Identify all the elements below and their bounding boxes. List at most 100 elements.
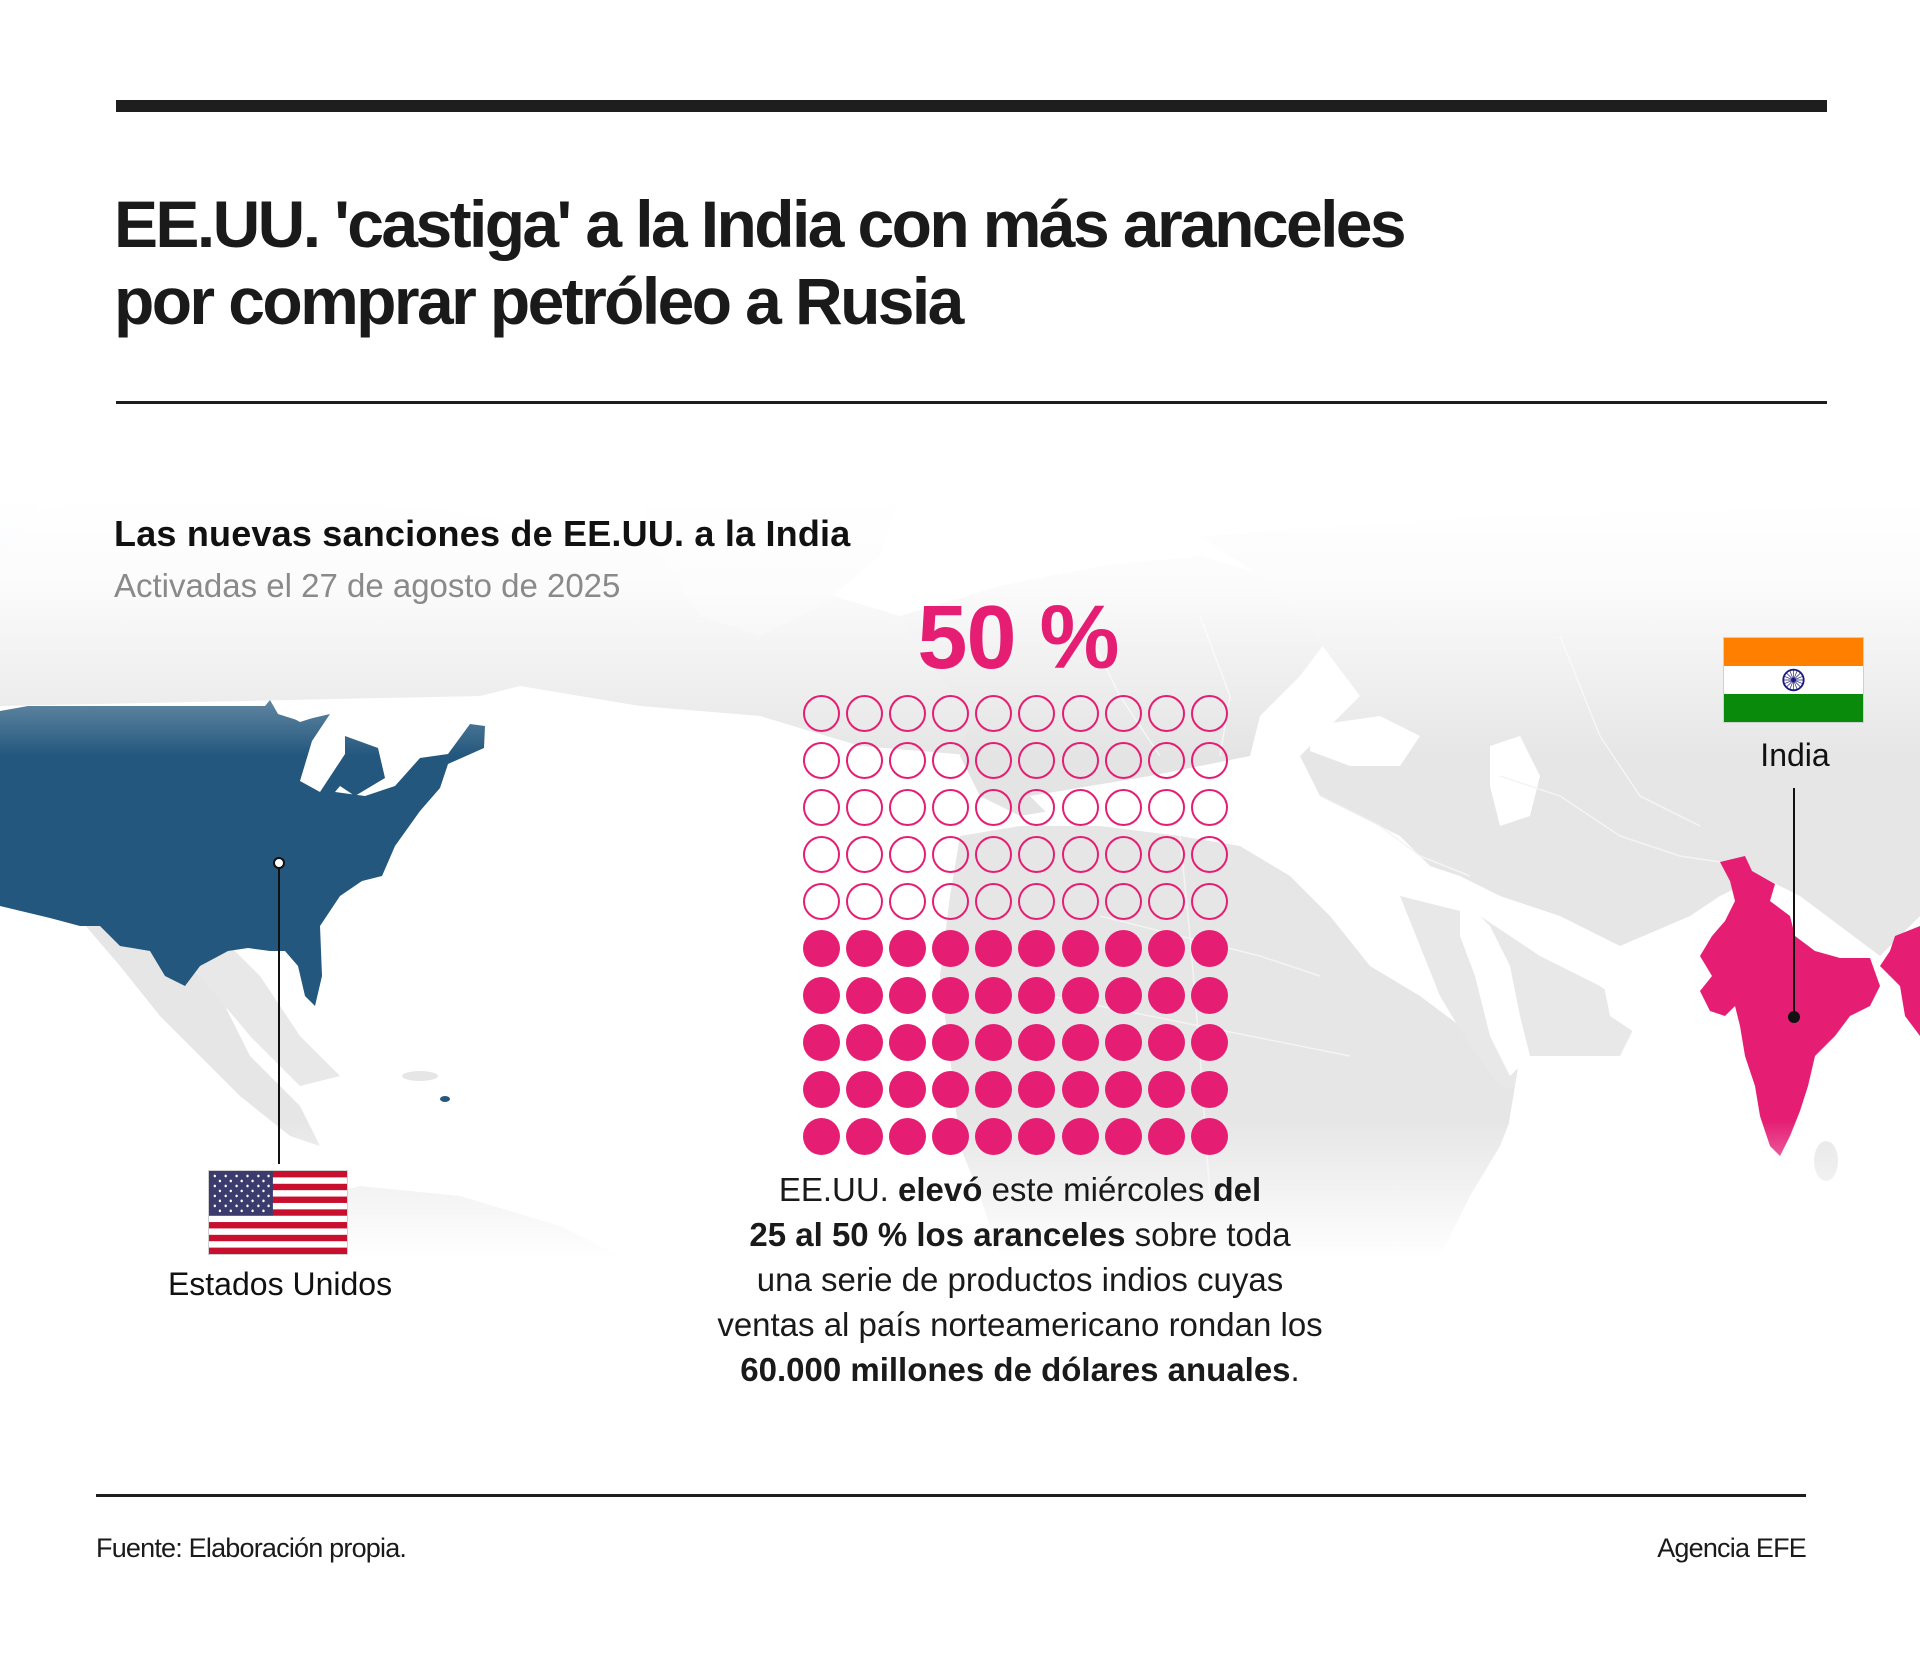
us-leader-line bbox=[278, 868, 280, 1164]
waffle-unit-empty bbox=[889, 836, 927, 873]
waffle-unit-filled bbox=[1018, 977, 1056, 1014]
waffle-unit-empty bbox=[803, 836, 840, 873]
waffle-unit-empty bbox=[889, 789, 927, 826]
waffle-unit-filled bbox=[803, 1024, 840, 1061]
waffle-unit-empty bbox=[1147, 789, 1185, 826]
waffle-unit-filled bbox=[1147, 1118, 1185, 1155]
waffle-unit-filled bbox=[1061, 1118, 1099, 1155]
waffle-unit-filled bbox=[1061, 977, 1099, 1014]
waffle-unit-empty bbox=[1147, 695, 1185, 732]
waffle-unit-empty bbox=[932, 789, 970, 826]
body-text-bold: 60.000 millones de dólares anuales bbox=[740, 1351, 1291, 1388]
waffle-unit-filled bbox=[932, 930, 970, 967]
waffle-unit-filled bbox=[1147, 930, 1185, 967]
body-text-bold: del bbox=[1213, 1171, 1262, 1208]
waffle-unit-filled bbox=[1104, 977, 1142, 1014]
waffle-unit-empty bbox=[1018, 742, 1056, 779]
waffle-unit-empty bbox=[1061, 836, 1099, 873]
description-text: EE.UU. elevó este miércoles del 25 al 50… bbox=[660, 1167, 1380, 1392]
waffle-unit-empty bbox=[1018, 695, 1056, 732]
us-location-pin-icon bbox=[273, 857, 285, 869]
waffle-unit-empty bbox=[1018, 836, 1056, 873]
waffle-unit-empty bbox=[889, 883, 927, 920]
waffle-unit-empty bbox=[1104, 742, 1142, 779]
waffle-unit-filled bbox=[803, 1071, 840, 1108]
waffle-unit-filled bbox=[932, 1071, 970, 1108]
waffle-unit-filled bbox=[932, 977, 970, 1014]
waffle-unit-filled bbox=[889, 1118, 927, 1155]
waffle-unit-empty bbox=[932, 695, 970, 732]
title-line-2: por comprar petróleo a Rusia bbox=[114, 264, 964, 338]
waffle-unit-empty bbox=[846, 836, 884, 873]
page-title: EE.UU. 'castiga' a la India con más aran… bbox=[114, 186, 1614, 340]
body-text-segment: una serie de productos indios cuyas bbox=[756, 1261, 1284, 1298]
waffle-unit-filled bbox=[975, 1118, 1013, 1155]
waffle-unit-empty bbox=[846, 695, 884, 732]
waffle-unit-filled bbox=[846, 1071, 884, 1108]
waffle-unit-empty bbox=[1190, 883, 1228, 920]
waffle-unit-empty bbox=[846, 789, 884, 826]
waffle-unit-empty bbox=[975, 789, 1013, 826]
waffle-unit-filled bbox=[1104, 1024, 1142, 1061]
body-text-segment: sobre toda bbox=[1125, 1216, 1291, 1253]
waffle-unit-empty bbox=[1190, 742, 1228, 779]
waffle-unit-empty bbox=[1104, 695, 1142, 732]
waffle-unit-filled bbox=[889, 1071, 927, 1108]
waffle-unit-empty bbox=[803, 695, 840, 732]
waffle-unit-filled bbox=[1061, 1071, 1099, 1108]
body-text-segment: EE.UU. bbox=[778, 1171, 899, 1208]
us-flag-icon bbox=[208, 1170, 348, 1255]
waffle-unit-empty bbox=[1147, 883, 1185, 920]
waffle-unit-filled bbox=[932, 1024, 970, 1061]
waffle-unit-empty bbox=[1104, 883, 1142, 920]
waffle-unit-filled bbox=[1190, 930, 1228, 967]
india-location-pin-icon bbox=[1788, 1011, 1800, 1023]
waffle-unit-empty bbox=[932, 742, 970, 779]
waffle-unit-filled bbox=[846, 930, 884, 967]
waffle-unit-filled bbox=[846, 977, 884, 1014]
section-subtitle: Las nuevas sanciones de EE.UU. a la Indi… bbox=[114, 513, 851, 554]
waffle-unit-empty bbox=[1061, 883, 1099, 920]
waffle-unit-filled bbox=[1190, 1118, 1228, 1155]
waffle-unit-filled bbox=[1104, 930, 1142, 967]
body-text-bold: elevó bbox=[898, 1171, 983, 1208]
waffle-unit-filled bbox=[889, 977, 927, 1014]
waffle-unit-empty bbox=[975, 883, 1013, 920]
waffle-unit-empty bbox=[1190, 789, 1228, 826]
waffle-unit-filled bbox=[1018, 930, 1056, 967]
waffle-unit-empty bbox=[1190, 836, 1228, 873]
waffle-unit-empty bbox=[1018, 789, 1056, 826]
waffle-unit-empty bbox=[932, 836, 970, 873]
waffle-unit-filled bbox=[889, 930, 927, 967]
waffle-unit-empty bbox=[803, 883, 840, 920]
waffle-unit-filled bbox=[1104, 1071, 1142, 1108]
waffle-unit-filled bbox=[1018, 1071, 1056, 1108]
waffle-unit-empty bbox=[803, 742, 840, 779]
waffle-unit-empty bbox=[1147, 742, 1185, 779]
india-flag-icon bbox=[1723, 637, 1864, 723]
waffle-unit-filled bbox=[803, 930, 840, 967]
waffle-unit-empty bbox=[1104, 789, 1142, 826]
waffle-unit-filled bbox=[846, 1024, 884, 1061]
top-rule bbox=[116, 100, 1827, 112]
waffle-unit-filled bbox=[1190, 1024, 1228, 1061]
waffle-unit-empty bbox=[1018, 883, 1056, 920]
waffle-unit-filled bbox=[975, 977, 1013, 1014]
activation-date: Activadas el 27 de agosto de 2025 bbox=[114, 567, 621, 604]
body-text-segment: . bbox=[1290, 1351, 1300, 1388]
waffle-unit-filled bbox=[889, 1024, 927, 1061]
india-label: India bbox=[1760, 737, 1830, 773]
footer-credit: Agencia EFE bbox=[1657, 1533, 1807, 1563]
waffle-unit-filled bbox=[846, 1118, 884, 1155]
waffle-unit-empty bbox=[1061, 695, 1099, 732]
waffle-unit-empty bbox=[932, 883, 970, 920]
waffle-unit-empty bbox=[846, 742, 884, 779]
waffle-unit-filled bbox=[1147, 1024, 1185, 1061]
waffle-unit-empty bbox=[1104, 836, 1142, 873]
footer-source: Fuente: Elaboración propia. bbox=[96, 1533, 407, 1563]
india-leader-line bbox=[1793, 788, 1795, 1016]
waffle-unit-filled bbox=[1147, 1071, 1185, 1108]
waffle-unit-filled bbox=[1061, 1024, 1099, 1061]
title-line-1: EE.UU. 'castiga' a la India con más aran… bbox=[114, 187, 1407, 261]
waffle-unit-empty bbox=[846, 883, 884, 920]
